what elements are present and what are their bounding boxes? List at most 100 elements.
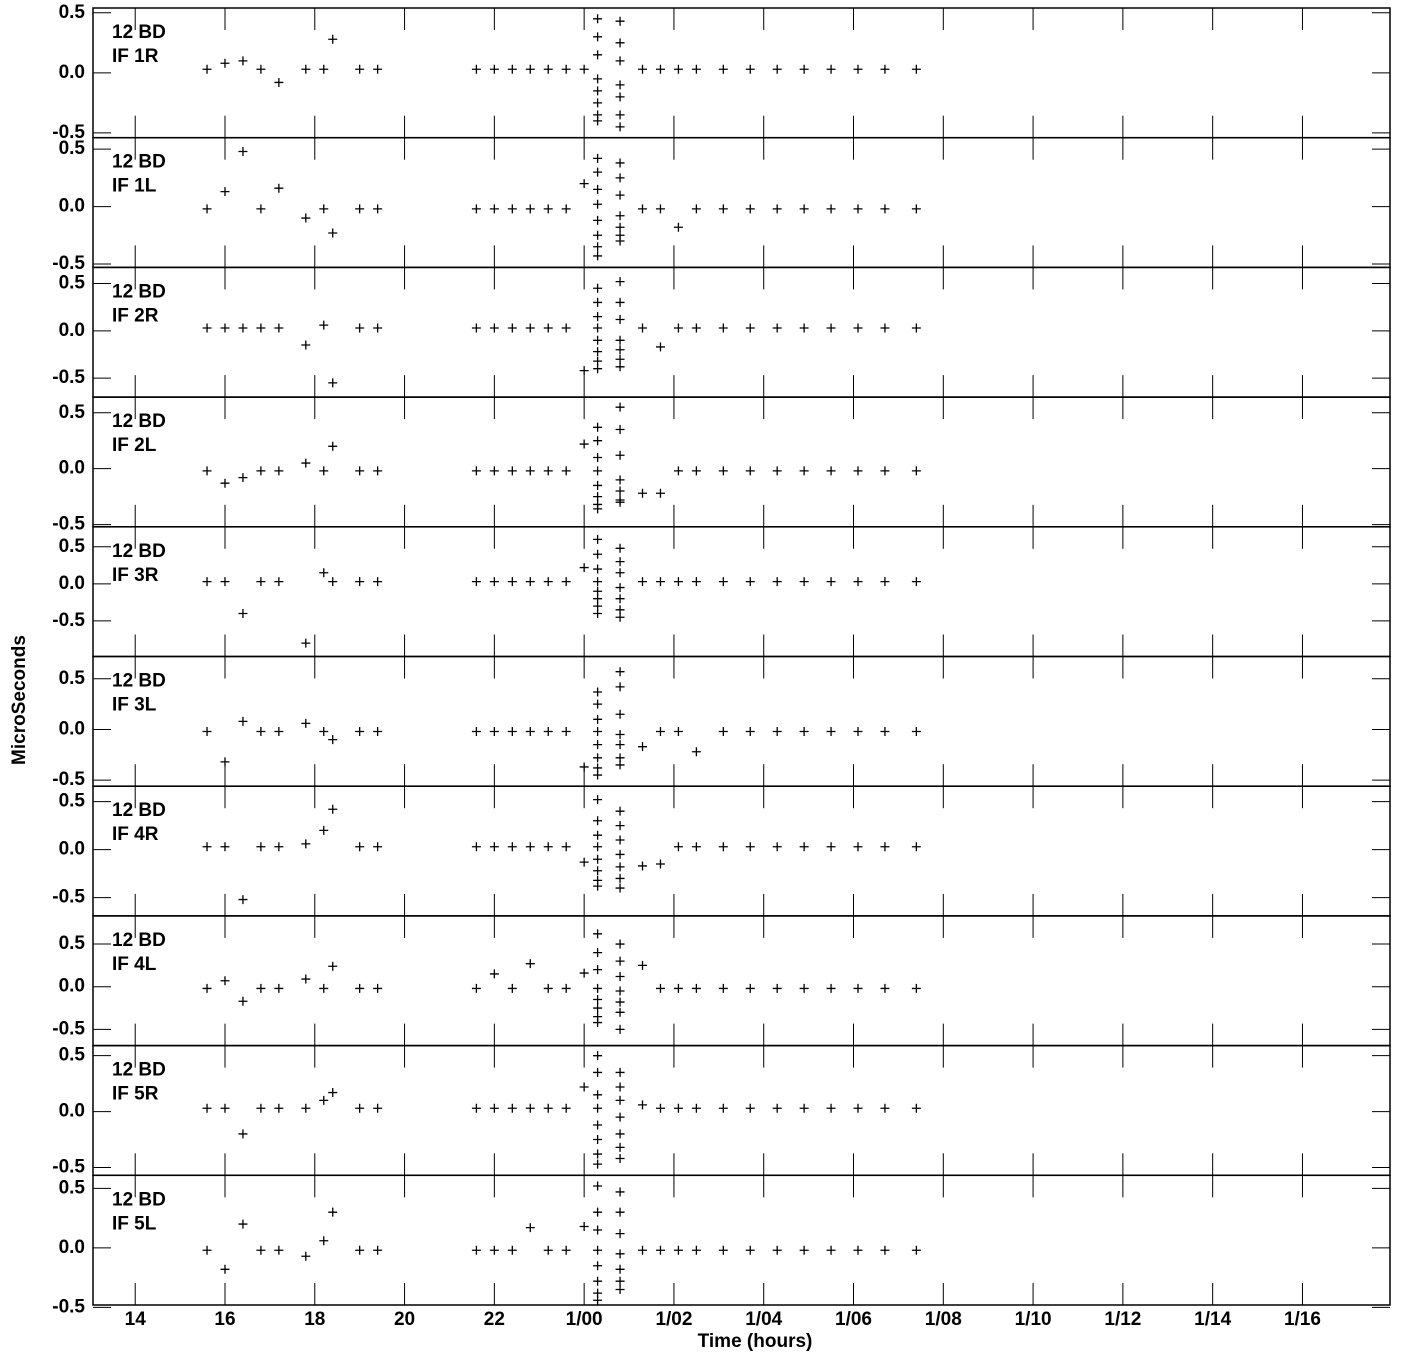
point [238,1129,248,1139]
point [638,204,648,214]
point [471,1245,481,1255]
point [220,478,230,488]
point [373,842,383,852]
y-tick-label: -0.5 [52,122,85,143]
point [638,64,648,74]
point [772,983,782,993]
point [593,1149,603,1159]
point [615,583,625,593]
point [615,1129,625,1139]
point [301,1103,311,1113]
point [772,842,782,852]
point [579,762,589,772]
point [593,1003,603,1013]
point [615,92,625,102]
point [673,466,683,476]
point [615,568,625,578]
point [274,577,284,587]
point [593,1261,603,1271]
x-tick-label: 16 [214,1309,235,1330]
point [507,577,517,587]
point [615,1007,625,1017]
point [373,204,383,214]
point [593,854,603,864]
y-tick-label: -0.5 [52,367,85,388]
x-tick-label: 22 [484,1309,505,1330]
point [220,187,230,197]
panel-title: 12 BD [112,1060,166,1081]
point [355,1103,365,1113]
point [301,213,311,223]
point [615,709,625,719]
point [615,740,625,750]
point [593,866,603,876]
point [718,577,728,587]
point [319,1236,329,1246]
point [615,277,625,287]
point [655,1103,665,1113]
point [615,450,625,460]
point [691,323,701,333]
x-tick-label: 1/02 [655,1309,692,1330]
point [615,56,625,66]
y-tick-label: 0.0 [59,839,85,860]
y-tick-label: 0.5 [59,791,86,812]
point [301,974,311,984]
point [593,1135,603,1145]
point [615,1142,625,1152]
point [615,835,625,845]
point [745,842,755,852]
point [561,577,571,587]
point [655,204,665,214]
point [561,64,571,74]
point [274,842,284,852]
y-axis-label: MicroSeconds [9,635,30,765]
point [373,1245,383,1255]
panel-frame [92,396,1391,528]
point [328,804,338,814]
point [373,323,383,333]
point [220,1103,230,1113]
point [718,842,728,852]
panel-title: 12 BD [112,800,166,821]
point [561,204,571,214]
y-tick-label: 0.0 [59,458,85,479]
point [911,204,921,214]
point [615,1154,625,1164]
point [593,995,603,1005]
point [853,726,863,736]
point [718,466,728,476]
y-tick-label: -0.5 [52,1156,85,1177]
point [489,204,499,214]
point [638,1245,648,1255]
point [673,64,683,74]
point [615,497,625,507]
panel-title: 12 BD [112,281,166,302]
point [593,842,603,852]
point [853,204,863,214]
point [826,323,836,333]
point [593,881,603,891]
point [328,378,338,388]
point [593,323,603,333]
point [593,251,603,261]
panel-subtitle: IF 1L [112,176,157,197]
point [772,64,782,74]
point [593,1159,603,1169]
point [593,534,603,544]
panel-title: 12 BD [112,930,166,951]
point [638,742,648,752]
point [593,830,603,840]
point [328,1207,338,1217]
y-tick-label: 0.5 [59,402,86,423]
point [471,726,481,736]
point [615,222,625,232]
point [880,1103,890,1113]
panel-title: 12 BD [112,411,166,432]
point [220,323,230,333]
point [256,1245,266,1255]
point [543,1103,553,1113]
point [615,862,625,872]
point [220,1264,230,1274]
